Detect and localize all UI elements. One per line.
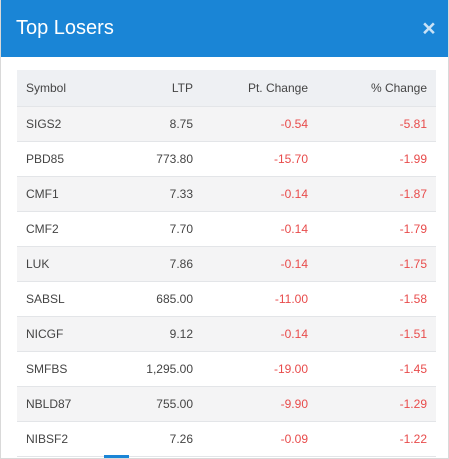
pt-change-cell: -0.14 — [280, 256, 308, 271]
column-header-symbol[interactable]: Symbol — [26, 80, 67, 95]
pt-change-cell: -9.90 — [280, 397, 308, 412]
losers-table-container: Symbol LTP Pt. Change % Change SIGS2 8.75… — [17, 70, 436, 457]
modal-header: Top Losers × — [1, 0, 448, 57]
pct-change-cell: -1.99 — [399, 151, 427, 166]
column-header-pt-change[interactable]: Pt. Change — [247, 80, 308, 95]
table-row[interactable]: LUK 7.86 -0.14 -1.75 — [17, 246, 436, 282]
close-icon[interactable]: × — [422, 15, 436, 41]
table-row[interactable]: NBLD87 755.00 -9.90 -1.29 — [17, 386, 436, 422]
symbol-cell: SIGS2 — [26, 116, 62, 131]
pct-change-cell: -1.22 — [399, 432, 427, 447]
pct-change-cell: -1.87 — [399, 186, 427, 201]
symbol-cell: PBD85 — [26, 151, 65, 166]
pt-change-cell: -19.00 — [273, 362, 308, 377]
pct-change-cell: -1.75 — [399, 256, 427, 271]
table-row[interactable]: SABSL 685.00 -11.00 -1.58 — [17, 281, 436, 317]
table-row[interactable]: PBD85 773.80 -15.70 -1.99 — [17, 141, 436, 177]
ltp-cell: 9.12 — [169, 327, 193, 342]
symbol-cell: CMF2 — [26, 221, 59, 236]
ltp-cell: 7.33 — [169, 186, 193, 201]
pct-change-cell: -1.45 — [399, 362, 427, 377]
table-row[interactable]: SIGS2 8.75 -0.54 -5.81 — [17, 106, 436, 142]
symbol-cell: NBLD87 — [26, 397, 72, 412]
table-row[interactable]: NIBSF2 7.26 -0.09 -1.22 — [17, 421, 436, 457]
table-row[interactable]: CMF2 7.70 -0.14 -1.79 — [17, 211, 436, 247]
symbol-cell: LUK — [26, 256, 50, 271]
pt-change-cell: -15.70 — [273, 151, 308, 166]
pct-change-cell: -5.81 — [399, 116, 427, 131]
pct-change-cell: -1.51 — [399, 327, 427, 342]
pt-change-cell: -0.14 — [280, 186, 308, 201]
ltp-cell: 773.80 — [156, 151, 193, 166]
pt-change-cell: -11.00 — [274, 292, 308, 307]
ltp-cell: 7.86 — [169, 256, 193, 271]
symbol-cell: NIBSF2 — [26, 432, 69, 447]
pct-change-cell: -1.29 — [399, 397, 427, 412]
table-body: SIGS2 8.75 -0.54 -5.81 PBD85 773.80 -15.70 -1.9… — [17, 106, 436, 457]
symbol-cell: SMFBS — [26, 362, 68, 377]
table-header-row: Symbol LTP Pt. Change % Change — [17, 70, 436, 106]
pt-change-cell: -0.14 — [280, 221, 308, 236]
ltp-cell: 8.75 — [169, 116, 193, 131]
pct-change-cell: -1.79 — [399, 221, 427, 236]
ltp-cell: 755.00 — [156, 397, 193, 412]
column-header-pct-change[interactable]: % Change — [370, 80, 427, 95]
pt-change-cell: -0.09 — [280, 432, 308, 447]
column-header-ltp[interactable]: LTP — [171, 80, 193, 95]
ltp-cell: 1,295.00 — [146, 362, 193, 377]
losers-table: Symbol LTP Pt. Change % Change SIGS2 8.75… — [17, 70, 436, 457]
ltp-cell: 7.26 — [169, 432, 193, 447]
table-row[interactable]: SMFBS 1,295.00 -19.00 -1.45 — [17, 351, 436, 387]
ltp-cell: 685.00 — [156, 292, 193, 307]
table-row[interactable]: CMF1 7.33 -0.14 -1.87 — [17, 176, 436, 212]
modal-title: Top Losers — [16, 17, 114, 39]
pct-change-cell: -1.58 — [399, 292, 427, 307]
ltp-cell: 7.70 — [169, 221, 193, 236]
table-row[interactable]: NICGF 9.12 -0.14 -1.51 — [17, 316, 436, 352]
symbol-cell: NICGF — [26, 327, 64, 342]
pt-change-cell: -0.54 — [280, 116, 308, 131]
symbol-cell: SABSL — [26, 292, 65, 307]
symbol-cell: CMF1 — [26, 186, 59, 201]
scroll-indicator[interactable] — [104, 455, 129, 458]
pt-change-cell: -0.14 — [280, 327, 308, 342]
